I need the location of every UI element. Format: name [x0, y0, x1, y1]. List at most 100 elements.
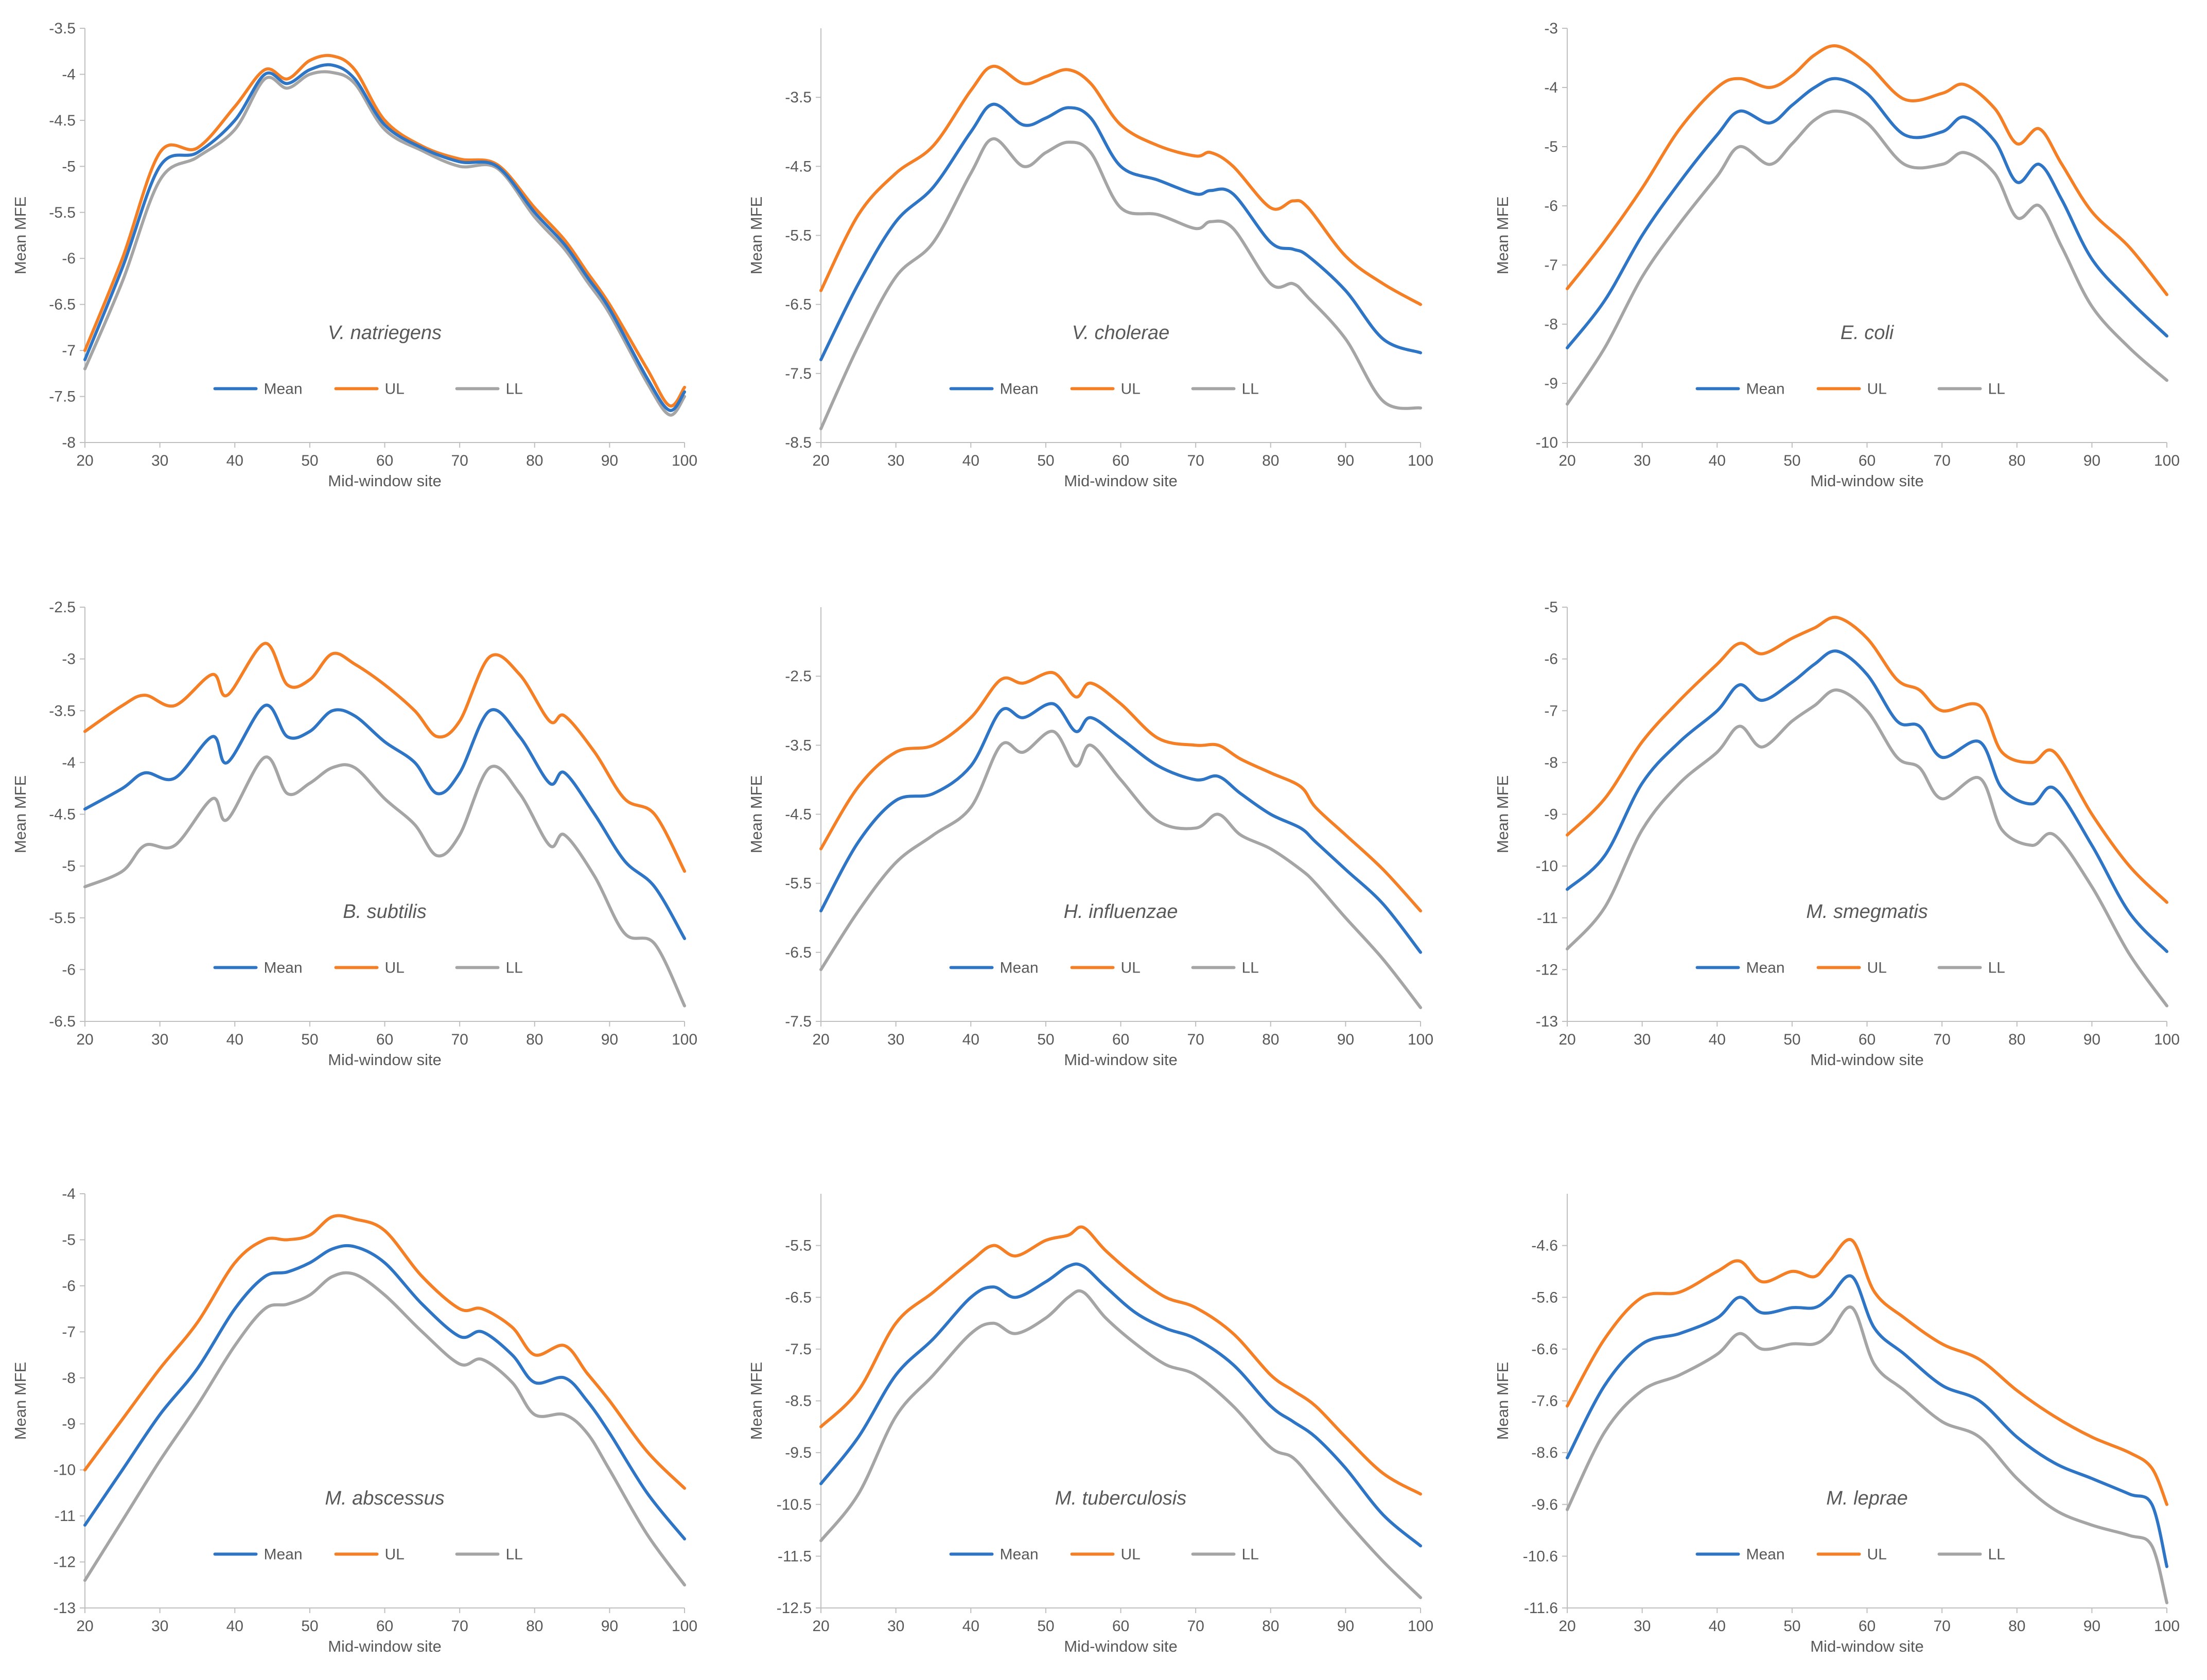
y-tick-label: -8	[62, 434, 76, 451]
chart-panel: -2.5 -3.5 -4.5 -5.5 -6.5 -7.5 20 30 40 50 60 70 80 90…	[736, 579, 1457, 1093]
y-tick-label: -11	[55, 1508, 76, 1525]
x-tick-label: 90	[2083, 1031, 2100, 1048]
x-tick-label: 70	[451, 1031, 468, 1048]
series-line-ll	[1566, 109, 2168, 406]
x-tick-label: 100	[2154, 1031, 2180, 1048]
y-tick-label: -7.5	[49, 388, 76, 405]
x-tick-label: 100	[672, 1618, 697, 1635]
x-tick-label: 20	[1558, 452, 1575, 469]
y-tick-label: -6.5	[49, 1013, 76, 1030]
y-tick-label: -5	[62, 858, 76, 875]
series-line-mean	[819, 1262, 1422, 1548]
x-tick-label: 30	[151, 452, 168, 469]
y-tick-label: -8	[1544, 316, 1558, 333]
series-line-ll	[819, 730, 1422, 1010]
x-tick-label: 80	[2008, 1618, 2025, 1635]
legend-label-ll: LL	[1242, 1546, 1259, 1563]
chart-panel: -4.6 -5.6 -6.6 -7.6 -8.6 -9.6 -10.6 -11.6 20 30 40…	[1482, 1165, 2203, 1680]
x-tick-label: 80	[526, 1031, 543, 1048]
y-tick-label: -5.5	[49, 204, 76, 221]
x-tick-label: 40	[226, 1031, 243, 1048]
y-tick-label: -4.5	[49, 112, 76, 129]
chart-panel: -3.5 -4.5 -5.5 -6.5 -7.5 -8.5 20 30 40 50 60 70 80 90…	[736, 0, 1457, 515]
x-tick-label: 50	[301, 1618, 318, 1635]
series-line-mean	[819, 102, 1422, 361]
y-tick-label: -6	[62, 250, 76, 267]
y-axis-title: Mean MFE	[11, 775, 29, 854]
x-tick-label: 20	[76, 1618, 93, 1635]
legend-label-ul: UL	[1867, 380, 1887, 397]
series-line-ll	[819, 137, 1422, 431]
species-label: V. cholerae	[1072, 322, 1169, 344]
x-tick-label: 60	[1112, 1618, 1129, 1635]
series-line-ul	[1566, 44, 2168, 296]
series-line-mean	[83, 703, 686, 940]
y-tick-label: -3.5	[49, 702, 76, 719]
y-tick-label: -12.5	[777, 1600, 812, 1617]
legend-label-ul: UL	[385, 380, 405, 397]
x-tick-label: 90	[1337, 1031, 1354, 1048]
legend-label-ul: UL	[385, 1546, 405, 1563]
x-tick-label: 90	[2083, 1618, 2100, 1635]
legend-label-ll: LL	[1988, 1546, 2005, 1563]
x-axis-title: Mid-window site	[328, 472, 442, 490]
x-tick-label: 50	[301, 1031, 318, 1048]
x-tick-label: 20	[76, 452, 93, 469]
x-axis-title: Mid-window site	[1064, 472, 1178, 490]
chart-svg: -3.5 -4 -4.5 -5 -5.5 -6 -6.5 -7 -7.5 -820 30 40 50 60…	[11, 20, 697, 490]
y-tick-label: -4	[62, 1186, 76, 1202]
y-tick-label: -6	[62, 1278, 76, 1295]
x-tick-label: 80	[1262, 1031, 1279, 1048]
species-label: M. leprae	[1826, 1488, 1907, 1509]
y-tick-label: -8	[62, 1370, 76, 1387]
species-label: M. abscessus	[325, 1488, 444, 1509]
x-tick-label: 40	[962, 1618, 979, 1635]
y-tick-label: -10	[1536, 858, 1558, 875]
legend-label-ll: LL	[1242, 380, 1259, 397]
y-tick-label: -4	[62, 754, 76, 771]
x-tick-label: 40	[226, 452, 243, 469]
x-axis-title: Mid-window site	[328, 1637, 442, 1655]
legend-label-ul: UL	[1121, 959, 1141, 976]
x-tick-label: 30	[151, 1031, 168, 1048]
y-axis-title: Mean MFE	[1494, 775, 1512, 854]
species-label: B. subtilis	[343, 901, 427, 923]
chart-panel: -4 -5 -6 -7 -8 -9 -10 -11 -12 -13 20 30 40 50 60 70 80 90…	[0, 1165, 721, 1680]
y-tick-label: -13	[54, 1600, 76, 1617]
legend-label-mean: Mean	[1746, 380, 1785, 397]
legend-label-mean: Mean	[1746, 959, 1785, 976]
legend-label-ul: UL	[1121, 380, 1141, 397]
legend-label-mean: Mean	[264, 380, 303, 397]
x-tick-label: 70	[451, 452, 468, 469]
series-line-ll	[83, 755, 686, 1007]
y-tick-label: -9.5	[785, 1444, 812, 1461]
x-tick-label: 20	[76, 1031, 93, 1048]
legend-label-ll: LL	[1988, 380, 2005, 397]
x-tick-label: 100	[1408, 452, 1433, 469]
y-tick-label: -4.5	[49, 806, 76, 823]
y-tick-label: -9	[1544, 806, 1558, 823]
y-tick-label: -9	[62, 1416, 76, 1433]
series-line-mean	[1566, 1274, 2168, 1568]
y-tick-label: -5	[62, 1231, 76, 1248]
series-line-mean	[819, 702, 1422, 954]
x-tick-label: 30	[887, 1618, 904, 1635]
y-axis-title: Mean MFE	[11, 197, 29, 275]
y-axis-title: Mean MFE	[1494, 1362, 1512, 1440]
y-axis-title: Mean MFE	[1494, 197, 1512, 275]
x-tick-label: 30	[151, 1618, 168, 1635]
y-tick-label: -7.5	[785, 1341, 812, 1358]
y-tick-label: -12	[54, 1554, 76, 1571]
x-tick-label: 70	[1187, 452, 1204, 469]
x-tick-label: 40	[962, 1031, 979, 1048]
x-tick-label: 50	[1037, 1618, 1054, 1635]
legend-label-ll: LL	[506, 380, 523, 397]
series-line-ul	[1566, 1238, 2168, 1506]
y-tick-label: -13	[1536, 1013, 1558, 1030]
series-line-ll	[819, 1289, 1422, 1599]
y-tick-label: -7	[1544, 257, 1558, 274]
chart-panel: -5 -6 -7 -8 -9 -10 -11 -12 -13 20 30 40 50 60 70 80 90 10…	[1482, 579, 2203, 1093]
